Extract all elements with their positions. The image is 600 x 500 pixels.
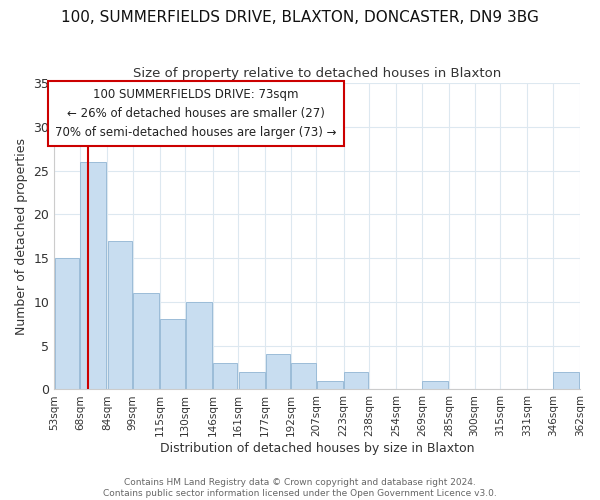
X-axis label: Distribution of detached houses by size in Blaxton: Distribution of detached houses by size … xyxy=(160,442,475,455)
Bar xyxy=(553,372,580,390)
Bar xyxy=(186,302,212,390)
Bar xyxy=(55,258,79,390)
Y-axis label: Number of detached properties: Number of detached properties xyxy=(15,138,28,335)
Title: Size of property relative to detached houses in Blaxton: Size of property relative to detached ho… xyxy=(133,68,501,80)
Bar xyxy=(160,320,185,390)
Bar xyxy=(108,240,132,390)
Bar xyxy=(292,363,316,390)
Text: 100 SUMMERFIELDS DRIVE: 73sqm
← 26% of detached houses are smaller (27)
70% of s: 100 SUMMERFIELDS DRIVE: 73sqm ← 26% of d… xyxy=(55,88,337,138)
Bar xyxy=(80,162,106,390)
Bar xyxy=(422,380,448,390)
Bar xyxy=(317,380,343,390)
Text: 100, SUMMERFIELDS DRIVE, BLAXTON, DONCASTER, DN9 3BG: 100, SUMMERFIELDS DRIVE, BLAXTON, DONCAS… xyxy=(61,10,539,25)
Bar xyxy=(344,372,368,390)
Bar xyxy=(133,293,159,390)
Bar xyxy=(213,363,238,390)
Bar xyxy=(239,372,265,390)
Text: Contains HM Land Registry data © Crown copyright and database right 2024.
Contai: Contains HM Land Registry data © Crown c… xyxy=(103,478,497,498)
Bar xyxy=(266,354,290,390)
